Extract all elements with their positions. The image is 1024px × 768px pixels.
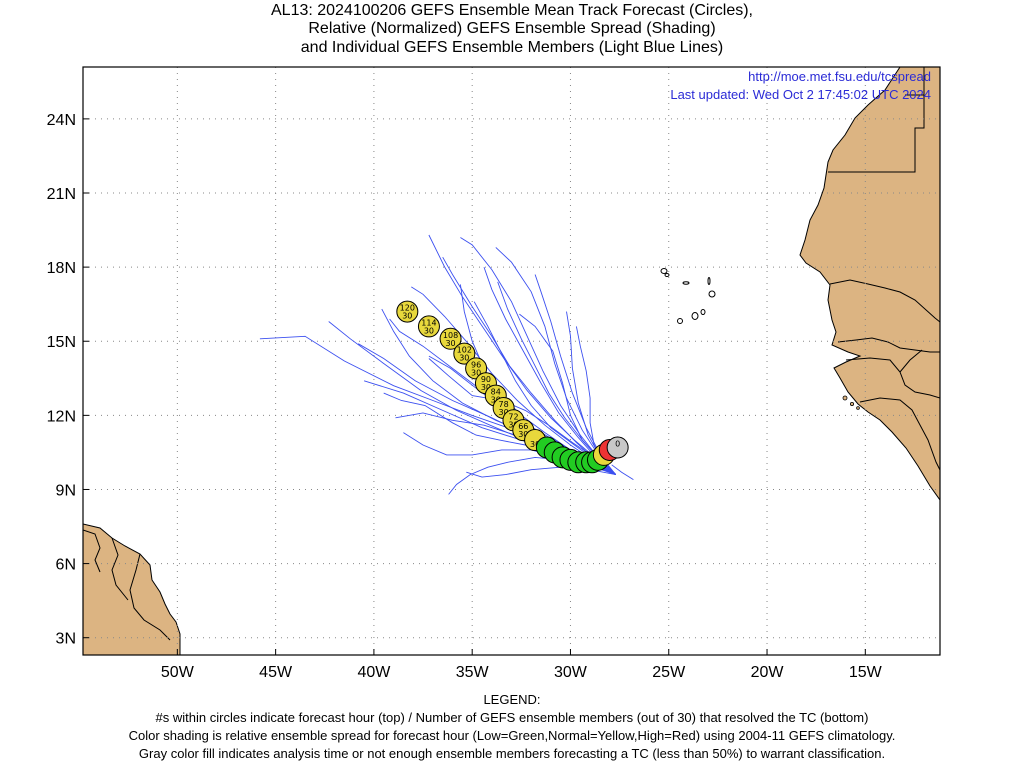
latitude-tick-label: 12N [47,408,76,425]
longitude-tick-label: 30W [554,664,588,681]
border-line [829,279,940,323]
track-circle [439,327,462,350]
longitude-tick-label: 20W [751,664,785,681]
forecast-hour-label: 120 [400,304,415,313]
member-count-label: 30 [499,408,509,417]
legend-line-1: #s within circles indicate forecast hour… [155,710,869,725]
member-track [428,234,616,475]
forecast-hour-label: 78 [499,400,509,409]
forecast-hour-label: 114 [421,318,436,327]
forecast-hour-label: 102 [457,346,472,355]
cape-verde-islands [660,268,716,324]
member-count-label: 30 [402,312,412,321]
member-count-label: 30 [508,420,518,429]
member-count-label: 30 [459,354,469,363]
source-url-link[interactable]: http://moe.met.fsu.edu/tcspread [748,69,931,84]
latitude-tick-label: 9N [56,482,76,499]
member-track [495,247,617,475]
chart-title-line-2: Relative (Normalized) GEFS Ensemble Spre… [308,20,716,37]
member-count-label: 30 [481,383,491,392]
map-frame [82,66,941,656]
longitude-tick-label: 15W [849,664,883,681]
forecast-hour-label: 84 [491,388,501,397]
latitude-tick-labels: 24N 21N 18N 15N 12N 9N 6N 3N [47,112,89,648]
island [842,395,848,401]
track-circle [417,315,440,338]
border-line [859,397,940,471]
last-updated-text: Last updated: Wed Oct 2 17:45:02 UTC 202… [670,87,931,102]
chart-title-line-3: and Individual GEFS Ensemble Members (Li… [300,39,724,56]
forecast-hour-label: 72 [508,412,518,421]
track-circle [606,436,629,459]
longitude-tick-label: 40W [357,664,391,681]
border-line [111,537,129,601]
ocean-area [83,67,940,655]
member-count-label: 30 [424,326,434,335]
border-line [129,553,171,641]
border-line [828,67,925,173]
legend-line-2: Color shading is relative ensemble sprea… [128,728,896,743]
forecast-hour-label: 0 [615,439,620,448]
longitude-tick-label: 45W [259,664,293,681]
track-circle [396,300,419,323]
border-line [899,349,923,373]
longitude-tick-label: 50W [161,664,195,681]
latitude-tick-label: 3N [56,631,76,648]
border-line [845,357,940,399]
legend-line-3: Gray color fill indicates analysis time … [138,746,886,761]
member-track [460,237,617,475]
member-count-label: 30 [471,368,481,377]
member-count-label: 30 [518,430,528,439]
south-america-land [83,523,181,655]
member-count-label: 30 [530,440,540,449]
forecast-hour-label: 96 [471,360,481,369]
longitude-tick-labels: 50W 45W 40W 35W 30W 25W 20W 15W [161,649,883,681]
latitude-tick-label: 21N [47,186,76,203]
border-line [83,529,101,573]
chart-title-line-1: AL13: 2024100206 GEFS Ensemble Mean Trac… [271,2,753,19]
latitude-tick-label: 15N [47,334,76,351]
forecast-hour-label: 90 [481,375,491,384]
forecast-hour-label: 108 [443,331,458,340]
longitude-tick-label: 35W [456,664,490,681]
member-count-label: 30 [491,396,501,405]
member-count-label: 30 [445,339,455,348]
latitude-tick-label: 6N [56,557,76,574]
latitude-tick-label: 24N [47,112,76,129]
island [850,401,855,406]
africa-land [799,67,940,501]
member-track [611,464,634,480]
track-circle [453,342,476,365]
forecast-hour-label: 66 [518,422,528,431]
latitude-tick-label: 18N [47,260,76,277]
border-line [837,337,940,353]
legend-heading: LEGEND: [483,692,541,707]
longitude-tick-label: 25W [652,664,686,681]
island [856,406,860,410]
